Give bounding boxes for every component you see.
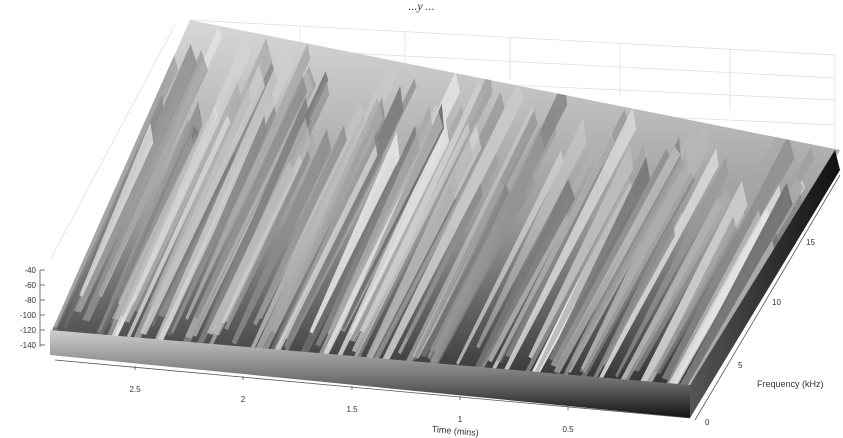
surface-ridge [98,118,191,333]
x-tick-label: 2.5 [129,385,141,394]
surface-ridge [126,114,231,339]
z-tick-label: -40 [24,266,36,275]
surface [50,20,840,418]
surface-ridge [185,42,311,321]
surface-ridge [653,209,761,409]
z-tick-label: -100 [20,311,37,320]
surface-ridge [499,106,637,380]
surface-ridge [420,184,511,358]
surface-ridge [456,149,564,366]
surface-ridge [476,117,587,349]
surface-ridge [193,74,308,319]
surface-ridge [196,97,311,346]
x-axis-label: Time (mins) [431,424,479,438]
surface-ridge [654,216,739,375]
surface-ridge [366,121,482,360]
surface-ridge [270,97,384,333]
surface-ridge [94,125,200,339]
surface-ridge [133,74,242,313]
surface-ridge [82,50,208,322]
surface-ridge [348,122,470,369]
x-tick-label: 1.5 [346,405,358,414]
surface-ridge [412,110,538,361]
surface-ridge [252,57,398,357]
surface-ridge [149,78,252,309]
surface-right-wall [690,150,840,418]
surface-ridge [610,196,722,401]
surface-ridge [333,120,450,366]
surface-ridge [327,104,433,336]
y-axis-label: Frequency (kHz) [757,379,824,389]
y-tick-label: 0 [705,418,710,427]
x-axis: 2.5 2 1.5 1 0.5 Time (mins) [54,359,691,438]
y-tick-label: 5 [738,361,743,370]
z-axis: -40 -60 -80 -100 -120 -140 [20,266,45,350]
surface-ridge [309,131,400,334]
surface-ridge [550,149,672,368]
surface-ridge [79,122,154,298]
surface-ridge [528,144,634,359]
surface-ridge [351,77,484,353]
surface-ridge [592,216,675,382]
z-tick-label: -80 [24,296,36,305]
surface-ridge [231,128,332,345]
surface-ridge [253,125,347,326]
z-tick-label: -140 [20,341,37,350]
z-tick-label: -120 [20,326,37,335]
surface-ridge [640,180,748,383]
surface-ridge [396,105,538,382]
surface-ridge [206,161,295,335]
surface-ridge [315,125,420,347]
surface-ridge [406,181,483,340]
surface-ridge [474,178,575,370]
surface-front-wall [50,330,690,418]
x-tick-label: 0.5 [562,425,574,434]
surface-ridge [553,146,681,374]
z-tick-label: -60 [24,281,36,290]
surface-ridge [615,156,729,378]
surface-ridge [120,100,216,318]
surface-ridge [131,30,251,303]
surface-ridge [429,125,545,363]
surface-ridge [224,151,311,331]
surface-ridge [570,157,685,364]
surface-ridge [487,209,569,363]
x-tick-label: 2 [241,395,246,404]
surface-ridge [666,180,782,400]
y-axis: 0 5 10 15 Frequency (kHz) [694,174,841,427]
y-tick-label: 10 [772,298,781,307]
chart-title: ...y ... [408,0,435,13]
surface-ridge [377,80,524,371]
surface-ridge [496,109,629,363]
surface-ridge [677,182,793,393]
surface-ridge [171,115,267,334]
surface-ridge [422,171,536,383]
x-tick-label: 1 [458,415,463,424]
surface-ridge [548,157,651,361]
y-tick-label: 15 [806,238,815,247]
surface-ridge [150,38,294,351]
